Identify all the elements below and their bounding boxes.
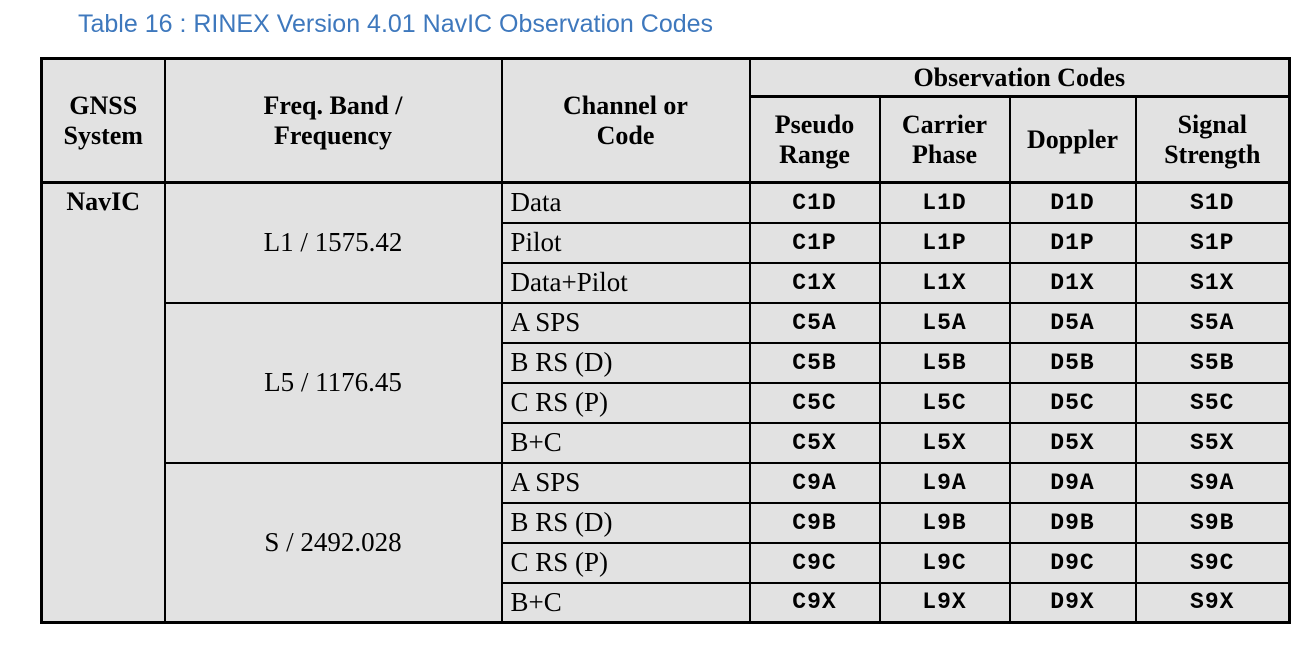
header-pseudo-range: Pseudo Range <box>748 95 881 184</box>
obs-code-cell: L1D <box>878 181 1011 224</box>
obs-code-cell: D1X <box>1008 261 1137 304</box>
freq-band-cell: L5 / 1176.45 <box>163 301 503 464</box>
obs-code-cell: L9B <box>878 501 1011 544</box>
channel-cell: C RS (P) <box>500 381 751 424</box>
table-row: Pilot C1P L1P D1P S1P <box>42 221 1291 264</box>
header-observation-codes: Observation Codes <box>748 57 1291 98</box>
obs-code-cell: C9C <box>748 541 881 584</box>
obs-code-cell: L1X <box>878 261 1011 304</box>
obs-code-cell: S9X <box>1134 581 1291 624</box>
obs-code-cell: S9B <box>1134 501 1291 544</box>
obs-code-cell: L5A <box>878 301 1011 344</box>
freq-band-cell: L1 / 1575.42 <box>163 181 503 304</box>
table-row: S / 2492.028 A SPS C9A L9A D9A S9A <box>42 461 1291 624</box>
obs-code-cell: C5B <box>748 341 881 384</box>
obs-code-cell: L5B <box>878 341 1011 384</box>
obs-code-cell: D5B <box>1008 341 1137 384</box>
obs-code-cell: D9A <box>1008 461 1137 504</box>
obs-code-cell: C9B <box>748 501 881 544</box>
table-row: C RS (P) C9C L9C D9C S9C <box>42 541 1291 584</box>
navic-observation-codes-table: GNSS System Freq. Band / Frequency Chann… <box>40 57 1291 624</box>
table-caption: Table 16 : RINEX Version 4.01 NavIC Obse… <box>78 10 714 38</box>
obs-code-cell: D9C <box>1008 541 1137 584</box>
obs-code-cell: S1D <box>1134 181 1291 224</box>
obs-code-cell: D5A <box>1008 301 1137 344</box>
obs-code-cell: S9A <box>1134 461 1291 504</box>
header-row-1: GNSS System Freq. Band / Frequency Chann… <box>40 57 1291 184</box>
header-row-2: Pseudo Range Carrier Phase Doppler Signa… <box>42 95 1291 184</box>
gnss-system-cell: NavIC <box>40 181 166 624</box>
obs-code-cell: S1X <box>1134 261 1291 304</box>
channel-cell: B+C <box>500 581 751 624</box>
obs-code-cell: S5B <box>1134 341 1291 384</box>
obs-code-cell: C5A <box>748 301 881 344</box>
obs-code-cell: L1P <box>878 221 1011 264</box>
obs-code-cell: L9C <box>878 541 1011 584</box>
freq-band-cell: S / 2492.028 <box>163 461 503 624</box>
table-row: B RS (D) C5B L5B D5B S5B <box>42 341 1291 384</box>
channel-cell: C RS (P) <box>500 541 751 584</box>
obs-code-cell: C5X <box>748 421 881 464</box>
header-doppler: Doppler <box>1008 95 1137 184</box>
table-row: B RS (D) C9B L9B D9B S9B <box>42 501 1291 544</box>
channel-cell: B+C <box>500 421 751 464</box>
header-carrier-phase: Carrier Phase <box>878 95 1011 184</box>
obs-code-cell: D5X <box>1008 421 1137 464</box>
obs-code-cell: C9X <box>748 581 881 624</box>
table-row: B+C C5X L5X D5X S5X <box>42 421 1291 464</box>
table-row: C RS (P) C5C L5C D5C S5C <box>42 381 1291 424</box>
channel-cell: Data <box>500 181 751 224</box>
table-body: NavIC L1 / 1575.42 Data C1D L1D D1D S1D Pilot C1… <box>40 181 1291 624</box>
obs-code-cell: D1D <box>1008 181 1137 224</box>
obs-code-cell: S1P <box>1134 221 1291 264</box>
obs-code-cell: D9B <box>1008 501 1137 544</box>
channel-cell: A SPS <box>500 301 751 344</box>
channel-cell: B RS (D) <box>500 501 751 544</box>
obs-code-cell: L9A <box>878 461 1011 504</box>
obs-code-cell: S5A <box>1134 301 1291 344</box>
obs-code-cell: D5C <box>1008 381 1137 424</box>
channel-cell: A SPS <box>500 461 751 504</box>
header-channel-or-code: Channel or Code <box>500 57 751 184</box>
obs-code-cell: L5X <box>878 421 1011 464</box>
header-freq-band: Freq. Band / Frequency <box>163 57 503 184</box>
obs-code-cell: C1X <box>748 261 881 304</box>
obs-code-cell: C1D <box>748 181 881 224</box>
obs-code-cell: C5C <box>748 381 881 424</box>
channel-cell: B RS (D) <box>500 341 751 384</box>
obs-code-cell: S5X <box>1134 421 1291 464</box>
table-row: L5 / 1176.45 A SPS C5A L5A D5A S5A <box>42 301 1291 464</box>
obs-code-cell: L5C <box>878 381 1011 424</box>
obs-code-cell: S9C <box>1134 541 1291 584</box>
table-row: NavIC L1 / 1575.42 Data C1D L1D D1D S1D <box>40 181 1291 624</box>
channel-cell: Data+Pilot <box>500 261 751 304</box>
obs-code-cell: D1P <box>1008 221 1137 264</box>
table-row: B+C C9X L9X D9X S9X <box>42 581 1291 624</box>
header-signal-strength: Signal Strength <box>1134 95 1291 184</box>
obs-code-cell: L9X <box>878 581 1011 624</box>
obs-code-cell: D9X <box>1008 581 1137 624</box>
channel-cell: Pilot <box>500 221 751 264</box>
obs-code-cell: C1P <box>748 221 881 264</box>
header-gnss-system: GNSS System <box>40 57 166 184</box>
obs-code-cell: C9A <box>748 461 881 504</box>
table-row: Data+Pilot C1X L1X D1X S1X <box>42 261 1291 304</box>
obs-code-cell: S5C <box>1134 381 1291 424</box>
